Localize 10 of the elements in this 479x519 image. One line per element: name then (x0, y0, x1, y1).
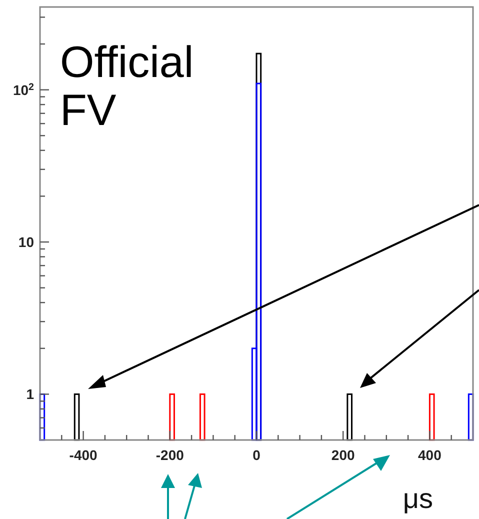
y-tick-label: 10 (18, 234, 34, 250)
x-tick-label: 200 (331, 447, 355, 463)
x-tick-label: -400 (69, 447, 98, 463)
y-tick-label: 1 (26, 386, 34, 402)
x-axis-title: μs (402, 483, 434, 514)
x-tick-label: 400 (418, 447, 442, 463)
y-tick-label: 10$^{2}$ (12, 81, 35, 98)
x-tick-label: -200 (156, 447, 184, 463)
annotation: Official FV (60, 38, 194, 135)
x-tick-label: 0 (252, 447, 261, 463)
